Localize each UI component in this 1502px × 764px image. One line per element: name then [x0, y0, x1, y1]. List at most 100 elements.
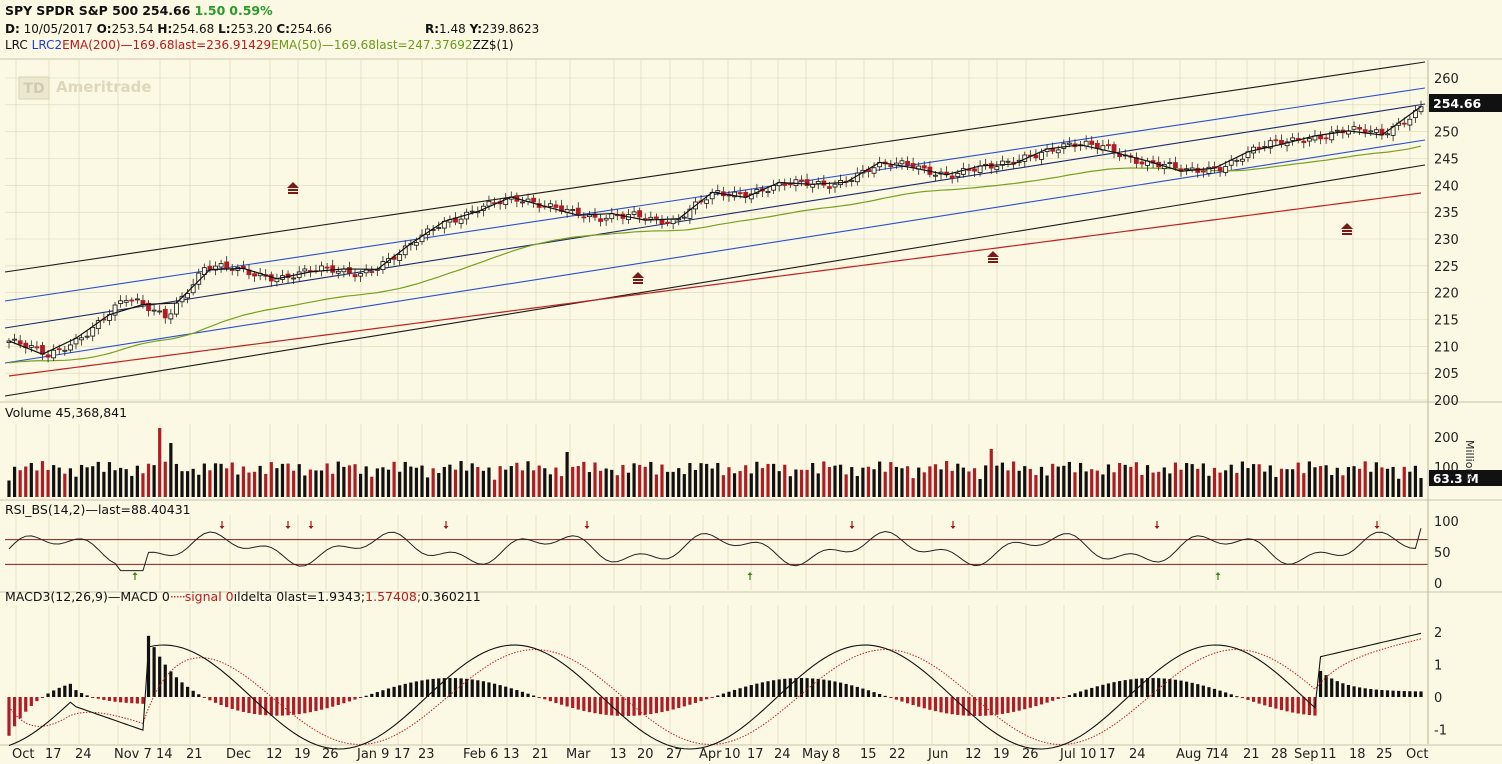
time-tick-19: 27	[666, 747, 683, 762]
time-tick-22: 17	[747, 747, 764, 762]
time-tick-9: 26	[322, 747, 339, 762]
studies-line: LRC LRC2EMA(200)—169.68last=236.91429EMA…	[5, 38, 514, 52]
volume-title[interactable]: Volume	[5, 405, 52, 420]
rsi-tick-0: 0	[1434, 577, 1442, 592]
delta-last: 0.360211	[421, 589, 481, 604]
r-value: 1.48	[439, 22, 466, 36]
volume-tick-200: 200	[1434, 431, 1459, 446]
time-tick-1: 17	[45, 747, 62, 762]
time-tick-0: Oct	[12, 747, 34, 762]
rsi-panel	[5, 521, 1428, 580]
time-tick-5: 21	[186, 747, 203, 762]
time-tick-21: 10	[724, 747, 741, 762]
macd-title[interactable]: MACD3(12,26,9)	[5, 589, 108, 604]
close-value: 254.66	[289, 22, 332, 36]
price-tick-260: 260	[1434, 72, 1459, 87]
time-tick-35: Aug 7	[1176, 747, 1214, 762]
macd-panel	[7, 632, 1423, 750]
macd-label: MACD3(12,26,9)—MACD 0·····signal 0ıldelt…	[5, 589, 481, 604]
study-ema200[interactable]: EMA(200)	[62, 38, 121, 52]
ry-line: R:1.48 Y:239.8623	[425, 22, 539, 36]
watermark: TD Ameritrade	[18, 76, 152, 100]
time-tick-38: 28	[1271, 747, 1288, 762]
time-tick-28: Jun	[927, 747, 948, 762]
time-tick-29: 12	[965, 747, 982, 762]
price-change-pct: 0.59%	[229, 3, 273, 18]
date-label: D:	[5, 22, 20, 36]
time-tick-12: 23	[418, 747, 435, 762]
rsi-tick-100: 100	[1434, 515, 1459, 530]
time-tick-42: 25	[1376, 747, 1393, 762]
price-tick-235: 235	[1434, 206, 1459, 221]
rsi-last: last=88.40431	[97, 502, 191, 517]
ema50-value: 169.68	[333, 38, 376, 52]
signal-label: signal	[184, 589, 222, 604]
delta-label: delta	[240, 589, 273, 604]
time-tick-7: 12	[266, 747, 283, 762]
last-price-tag: 254.66	[1429, 94, 1502, 112]
macd-last: last=1.9343;	[284, 589, 366, 604]
ema50-last: last=247.37692	[375, 38, 473, 52]
price-tick-210: 210	[1434, 340, 1459, 355]
volume-value: 45,368,841	[55, 405, 128, 420]
price-tick-205: 205	[1434, 367, 1459, 382]
delta-value: 0	[276, 589, 285, 604]
time-tick-6: Dec	[226, 747, 251, 762]
zigzag-line	[8, 106, 1422, 355]
macd-line-value: 0	[161, 589, 170, 604]
high-label: H:	[157, 22, 173, 36]
volume-bars	[7, 428, 1423, 497]
macd-line-label: MACD	[120, 589, 158, 604]
time-tick-33: 17	[1099, 747, 1116, 762]
signal-arrows	[287, 182, 1353, 284]
rsi-label: RSI_BS(14,2)—last=88.40431	[5, 502, 191, 517]
regression-channel	[4, 61, 1426, 397]
watermark-text: Ameritrade	[56, 78, 152, 96]
rsi-axis: 100 50 0	[1434, 515, 1459, 592]
time-tick-23: 24	[774, 747, 791, 762]
volume-last-tag-text: 63.3 M	[1433, 472, 1479, 486]
macd-tick-1: 1	[1434, 659, 1442, 674]
rsi-title[interactable]: RSI_BS(14,2)	[5, 502, 86, 517]
y-value: 239.8623	[482, 22, 540, 36]
study-lrc2[interactable]: LRC2	[31, 38, 63, 52]
volume-label: Volume 45,368,841	[5, 405, 127, 420]
time-tick-40: 11	[1320, 747, 1337, 762]
watermark-td: TD	[23, 81, 44, 97]
low-label: L:	[218, 22, 231, 36]
price-axis: 260255250245240235230225220215210205200	[1434, 72, 1459, 409]
price-tick-250: 250	[1434, 126, 1459, 141]
signal-last: 1.57408;	[365, 589, 422, 604]
price-tick-220: 220	[1434, 287, 1459, 302]
quote-header: SPY SPDR S&P 500 254.66 1.50 0.59%	[5, 3, 273, 18]
volume-last-tag: 63.3 M	[1429, 470, 1502, 486]
time-tick-41: 18	[1349, 747, 1366, 762]
study-lrc[interactable]: LRC	[5, 38, 28, 52]
time-tick-34: 24	[1129, 747, 1146, 762]
macd-tick-0: 0	[1434, 691, 1442, 706]
symbol[interactable]: SPY	[5, 3, 33, 18]
time-tick-24: May	[802, 747, 829, 762]
time-tick-10: Jan 9	[356, 747, 389, 762]
r-label: R:	[425, 22, 440, 36]
last-price-tag-text: 254.66	[1433, 96, 1482, 111]
volume-unit: Millions	[1463, 440, 1476, 481]
study-zigzag[interactable]: ZZ$(1)	[472, 38, 514, 52]
time-tick-8: 19	[294, 747, 311, 762]
macd-tick-2: 2	[1434, 626, 1442, 641]
ema200-last: last=236.91429	[174, 38, 272, 52]
time-tick-37: 21	[1243, 747, 1260, 762]
time-tick-17: 13	[610, 747, 627, 762]
open-label: O:	[96, 22, 112, 36]
open-value: 253.54	[111, 22, 154, 36]
price-tick-230: 230	[1434, 233, 1459, 248]
macd-tick--1: -1	[1434, 724, 1447, 739]
study-ema50[interactable]: EMA(50)	[271, 38, 322, 52]
time-tick-30: 19	[993, 747, 1010, 762]
high-value: 254.68	[172, 22, 215, 36]
time-tick-27: 22	[889, 747, 906, 762]
rsi-tick-50: 50	[1434, 546, 1451, 561]
